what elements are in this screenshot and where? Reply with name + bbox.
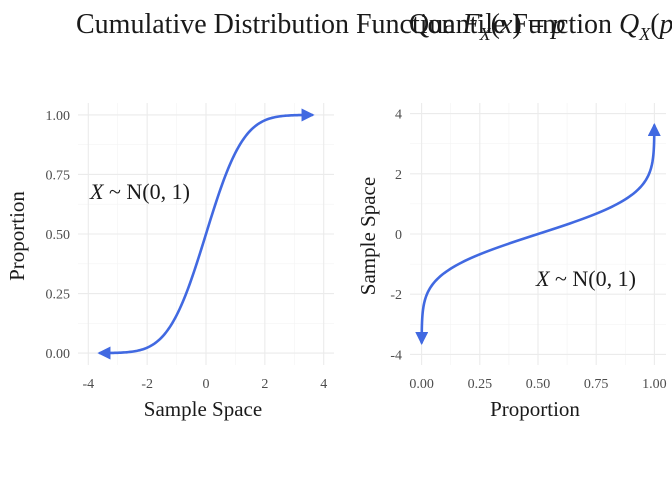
y-tick-label: 0.50 xyxy=(46,228,71,243)
x-tick-label: 2 xyxy=(261,377,268,392)
y-tick-label: -4 xyxy=(390,348,402,363)
x-tick-label: 0.25 xyxy=(468,377,493,392)
distribution-annotation: X ~ N(0, 1) xyxy=(89,179,190,204)
y-tick-label: 0 xyxy=(395,228,402,243)
cdf-panel: -4 -2 0 2 4 0.00 0.25 0.50 0.75 1.00 Sample Space P… xyxy=(5,103,334,421)
x-axis-title: Proportion xyxy=(490,397,580,421)
x-tick-label: 4 xyxy=(320,377,327,392)
x-tick-label: 0.75 xyxy=(584,377,609,392)
x-tick-label: 0 xyxy=(203,377,210,392)
x-tick-label: -4 xyxy=(82,377,94,392)
x-tick-label: 0.00 xyxy=(409,377,434,392)
quantile-title: Quantile Function QX(p) = x xyxy=(409,9,672,44)
y-axis-title: Sample Space xyxy=(356,177,380,295)
x-tick-label: -2 xyxy=(141,377,153,392)
quantile-panel: 0.00 0.25 0.50 0.75 1.00 -4 -2 0 2 4 Proportion Sam… xyxy=(356,103,667,421)
y-tick-label: 4 xyxy=(395,108,402,123)
x-tick-label: 1.00 xyxy=(642,377,667,392)
distribution-annotation: X ~ N(0, 1) xyxy=(535,266,636,291)
x-axis-title: Sample Space xyxy=(144,397,262,421)
y-tick-label: 0.00 xyxy=(46,347,71,362)
y-tick-label: 0.25 xyxy=(46,288,71,303)
series-line xyxy=(97,108,315,360)
y-tick-label: 0.75 xyxy=(46,168,71,183)
y-tick-label: -2 xyxy=(390,288,402,303)
y-tick-label: 2 xyxy=(395,168,402,183)
x-tick-label: 0.50 xyxy=(526,377,551,392)
y-axis-title: Proportion xyxy=(5,191,29,281)
series-line xyxy=(415,122,661,346)
y-tick-label: 1.00 xyxy=(46,109,71,124)
